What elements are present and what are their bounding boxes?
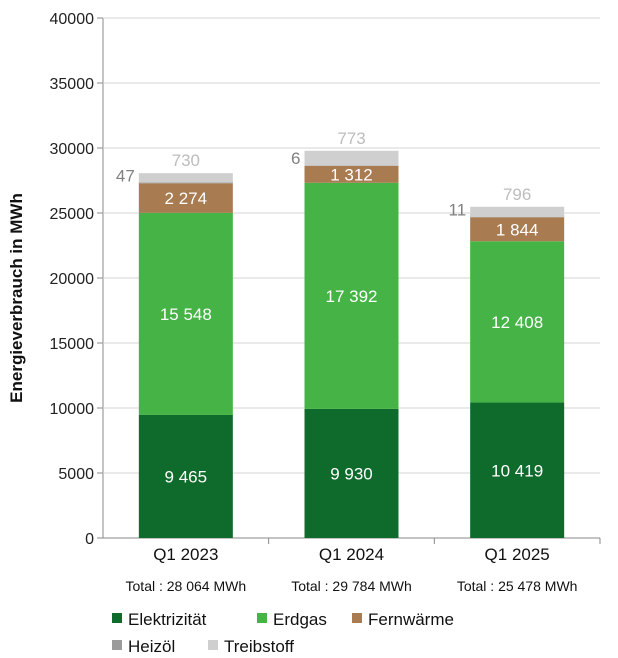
- bar-segment: [304, 165, 399, 183]
- bar-segment: [138, 183, 233, 213]
- x-axis: Q1 2023 Total : 28 064 MWh Q1 2024 Total : …: [126, 538, 601, 594]
- x-category-label: Q1 2025: [485, 545, 550, 564]
- bar-segment: [470, 241, 565, 403]
- bar-value-label: 1 312: [330, 165, 373, 184]
- legend-swatch: [112, 640, 122, 650]
- bar-total-label: Total : 28 064 MWh: [126, 578, 247, 594]
- y-tick-label: 20000: [50, 271, 95, 288]
- legend-label: Erdgas: [273, 610, 327, 629]
- bar-value-label: 11: [449, 200, 467, 219]
- y-axis-label: Energieverbrauch in MWh: [7, 193, 26, 403]
- y-tick-label: 0: [85, 531, 94, 548]
- y-tick-label: 30000: [50, 141, 95, 158]
- y-tick-label: 35000: [50, 76, 95, 93]
- bar-segment: [138, 414, 233, 538]
- legend-swatch: [352, 613, 362, 623]
- bar-value-label: 2 274: [165, 189, 208, 208]
- bar-value-label: 10 419: [491, 461, 543, 480]
- bar-segment: [470, 402, 565, 538]
- bar-total-label: Total : 25 478 MWh: [457, 578, 578, 594]
- bar-segment: [304, 408, 399, 538]
- legend-swatch: [112, 613, 122, 623]
- y-tick-label: 40000: [50, 11, 95, 28]
- y-tick-label: 10000: [50, 401, 95, 418]
- bar-segment: [470, 217, 565, 242]
- bar-value-label: 47: [116, 166, 135, 185]
- bar-value-label: 17 392: [326, 287, 378, 306]
- bar-segment: [304, 182, 399, 409]
- bar-segment: [470, 206, 565, 218]
- bar-value-label: 1 844: [496, 220, 539, 239]
- bar-value-label: 12 408: [491, 313, 543, 332]
- legend-swatch: [257, 613, 267, 623]
- bar-value-label: 730: [172, 151, 200, 170]
- bar-value-label: 6: [291, 149, 300, 168]
- legend-label: Elektrizität: [128, 610, 207, 629]
- bars: [138, 150, 565, 538]
- legend-label: Fernwärme: [368, 610, 454, 629]
- bar-total-label: Total : 29 784 MWh: [291, 578, 412, 594]
- bar-value-label: 796: [503, 185, 531, 204]
- legend: Elektrizität Erdgas Fernwärme Heizöl Treibst…: [112, 610, 454, 656]
- bar-segment: [138, 212, 233, 415]
- bar-segment: [138, 173, 233, 183]
- legend-swatch: [208, 640, 218, 650]
- y-tick-label: 5000: [58, 466, 94, 483]
- bar-value-label: 15 548: [160, 305, 212, 324]
- legend-label: Treibstoff: [224, 637, 294, 656]
- bar-value-label: 9 930: [330, 464, 373, 483]
- y-tick-label: 25000: [50, 206, 95, 223]
- y-tick-label: 15000: [50, 336, 95, 353]
- bar-value-label: 9 465: [165, 467, 208, 486]
- legend-label: Heizöl: [128, 637, 175, 656]
- x-category-label: Q1 2023: [153, 545, 218, 564]
- data-labels: 9 465 15 548 2 274 47 730 9 930 17 392 1 312 6 77…: [116, 129, 543, 487]
- bar-segment: [304, 150, 399, 166]
- bar-value-label: 773: [337, 129, 365, 148]
- x-category-label: Q1 2024: [319, 545, 384, 564]
